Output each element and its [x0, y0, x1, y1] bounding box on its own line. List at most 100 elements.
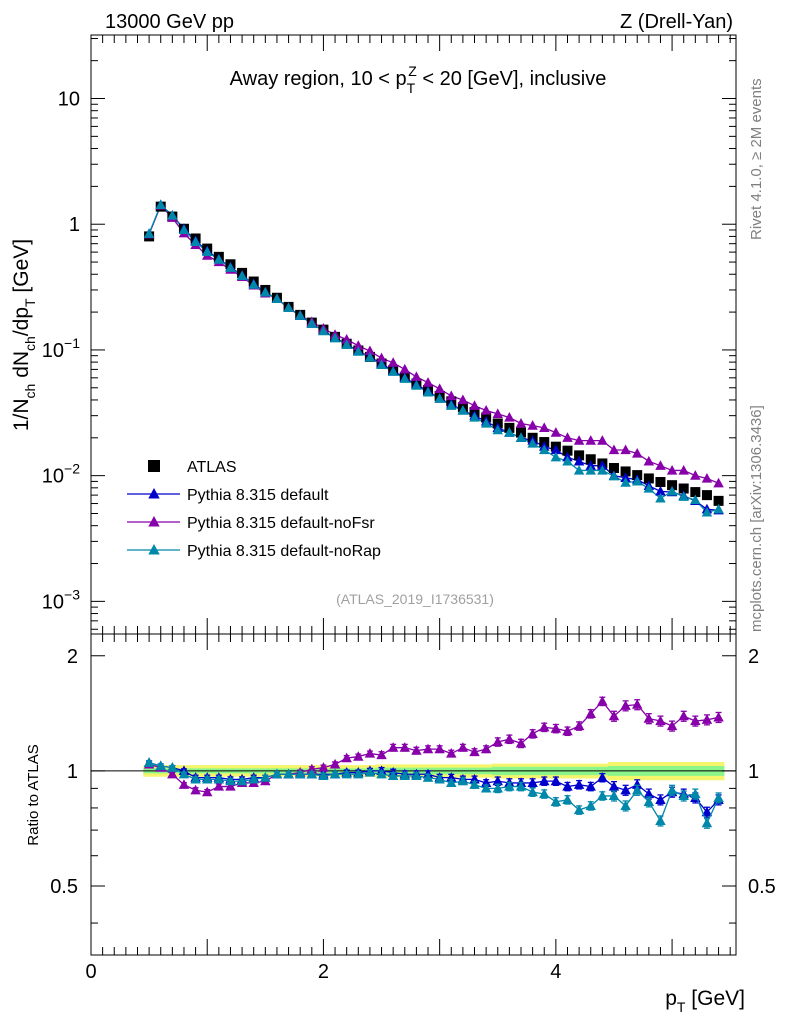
ratio-marker-pythia-8-315-default-norap [492, 782, 503, 793]
marker-pythia-8-315-default-norap [225, 262, 236, 272]
marker-pythia-8-315-default-norap [655, 492, 666, 503]
plot-title-post: < 20 [GeV], inclusive [417, 68, 607, 90]
marker-pythia-8-315-default-nofsr [341, 334, 352, 344]
y-tick-label-exponent: −2 [64, 461, 80, 477]
marker-pythia-8-315-default-norap [399, 373, 411, 383]
marker-pythia-8-315-default-norap [201, 246, 213, 257]
marker-pythia-8-315-default-nofsr [539, 422, 550, 432]
ratio-marker-pythia-8-315-default-norap [434, 773, 445, 784]
marker-pythia-8-315-default-nofsr [515, 417, 527, 428]
ratio-marker-pythia-8-315-default-norap [283, 768, 294, 779]
header-left: 13000 GeV pp [105, 11, 234, 33]
ratio-marker-pythia-8-315-default-nofsr [376, 749, 387, 760]
marker-pythia-8-315-default-norap [562, 455, 573, 466]
ratio-marker-pythia-8-315-default-norap [318, 770, 329, 781]
ratio-marker-pythia-8-315-default-nofsr [701, 714, 713, 724]
ratio-marker-pythia-8-315-default-norap [620, 800, 631, 810]
ratio-marker-pythia-8-315-default-norap [260, 772, 271, 782]
x-axis-label-p1: T [677, 999, 686, 1015]
marker-pythia-8-315-default-norap [446, 400, 457, 410]
ratio-marker-pythia-8-315-default-norap [201, 773, 213, 784]
ratio-marker-pythia-8-315-default-nofsr [306, 763, 318, 774]
ratio-marker-pythia-8-315-default-norap [306, 768, 318, 779]
marker-pythia-8-315-default-norap [492, 424, 503, 435]
legend-marker [148, 516, 160, 527]
ratio-marker-pythia-8-315-default-norap [457, 775, 469, 786]
marker-pythia-8-315-default-norap [434, 393, 445, 403]
plot-title: Away region, 10 < pTZ < 20 [GeV], inclus… [230, 63, 607, 96]
ratio-marker-pythia-8-315-default-norap [631, 784, 643, 795]
y-axis-label-p1: ch [22, 384, 38, 399]
marker-pythia-8-315-default-norap [364, 352, 376, 362]
x-axis-label: pT [GeV] [665, 987, 745, 1015]
ratio-marker-pythia-8-315-default-nofsr [225, 781, 236, 791]
marker-pythia-8-315-default-nofsr [399, 363, 411, 374]
analysis-watermark: (ATLAS_2019_I1736531) [336, 591, 494, 607]
atlas-data-point [655, 477, 666, 488]
ratio-marker-pythia-8-315-default-nofsr [597, 695, 608, 706]
ratio-marker-pythia-8-315-default-nofsr [655, 715, 666, 726]
ratio-marker-pythia-8-315-default [701, 806, 713, 817]
atlas-data-point [620, 466, 631, 477]
ratio-marker-pythia-8-315-default [562, 781, 573, 791]
legend-label: ATLAS [187, 459, 237, 476]
ratio-marker-pythia-8-315-default-nofsr [620, 700, 631, 710]
marker-pythia-8-315-default-nofsr [643, 455, 655, 466]
ratio-marker-pythia-8-315-default [585, 781, 596, 791]
marker-pythia-8-315-default-norap [597, 464, 608, 475]
ratio-marker-pythia-8-315-default-norap [701, 817, 713, 828]
ratio-marker-pythia-8-315-default-nofsr [422, 743, 434, 754]
ratio-marker-pythia-8-315-default-norap [515, 781, 527, 791]
y-tick-label-mantissa: 10 [42, 591, 64, 613]
ratio-marker-pythia-8-315-default-nofsr [411, 745, 422, 755]
ratio-marker-pythia-8-315-default-norap [655, 815, 666, 826]
ratio-marker-pythia-8-315-default-norap [376, 768, 387, 779]
marker-pythia-8-315-default-nofsr [690, 470, 701, 480]
y-axis-label-p6: [GeV] [10, 239, 33, 299]
marker-pythia-8-315-default-nofsr [666, 464, 678, 475]
marker-pythia-8-315-default-nofsr [457, 394, 469, 405]
y-tick-label-mantissa: 10 [42, 340, 64, 362]
marker-pythia-8-315-default-norap [318, 325, 329, 336]
marker-pythia-8-315-default-nofsr [608, 444, 620, 455]
ratio-marker-pythia-8-315-default-nofsr [666, 720, 678, 731]
ratio-marker-pythia-8-315-default-norap [213, 773, 225, 784]
ratio-marker-pythia-8-315-default-norap [294, 768, 306, 779]
ratio-marker-pythia-8-315-default [573, 779, 585, 789]
marker-pythia-8-315-default-nofsr [550, 427, 562, 437]
ratio-marker-pythia-8-315-default [608, 781, 620, 791]
legend-label: Pythia 8.315 default-noRap [187, 543, 381, 560]
x-tick-label: 2 [318, 961, 329, 983]
legend-marker [148, 488, 160, 499]
atlas-data-point [678, 483, 689, 494]
y-axis-label-p3: ch [22, 336, 38, 351]
marker-pythia-8-315-default-norap [643, 483, 655, 493]
x-tick-label: 4 [550, 961, 561, 983]
marker-pythia-8-315-default-nofsr [655, 460, 666, 470]
ratio-marker-pythia-8-315-default [527, 777, 538, 788]
x-tick-label: 0 [85, 961, 96, 983]
y-tick-label: 10−3 [42, 586, 80, 613]
marker-pythia-8-315-default-norap [329, 332, 341, 343]
ratio-y-tick-label-right: 2 [748, 646, 759, 668]
ratio-marker-pythia-8-315-default-norap [608, 790, 620, 801]
ratio-marker-pythia-8-315-default-nofsr [178, 779, 190, 789]
plot-title-pre: Away region, 10 < p [230, 68, 407, 90]
marker-pythia-8-315-default-norap [376, 359, 387, 370]
marker-pythia-8-315-default-norap [550, 451, 562, 462]
ratio-marker-pythia-8-315-default-nofsr [446, 748, 457, 758]
marker-pythia-8-315-default-nofsr [597, 435, 608, 445]
marker-pythia-8-315-default-norap [167, 210, 178, 220]
marker-pythia-8-315-default-norap [306, 318, 318, 328]
atlas-data-point [585, 454, 596, 465]
ratio-marker-pythia-8-315-default-nofsr [341, 752, 352, 763]
marker-pythia-8-315-default-nofsr [353, 340, 364, 350]
y-axis-label: 1/Nch dNch/dpT [GeV] [10, 239, 38, 431]
marker-pythia-8-315-default-nofsr [631, 448, 643, 458]
marker-pythia-8-315-default-nofsr [376, 352, 387, 363]
ratio-marker-pythia-8-315-default-norap [504, 781, 515, 791]
ratio-marker-pythia-8-315-default-norap [364, 767, 376, 777]
ratio-marker-pythia-8-315-default-norap [446, 777, 457, 788]
